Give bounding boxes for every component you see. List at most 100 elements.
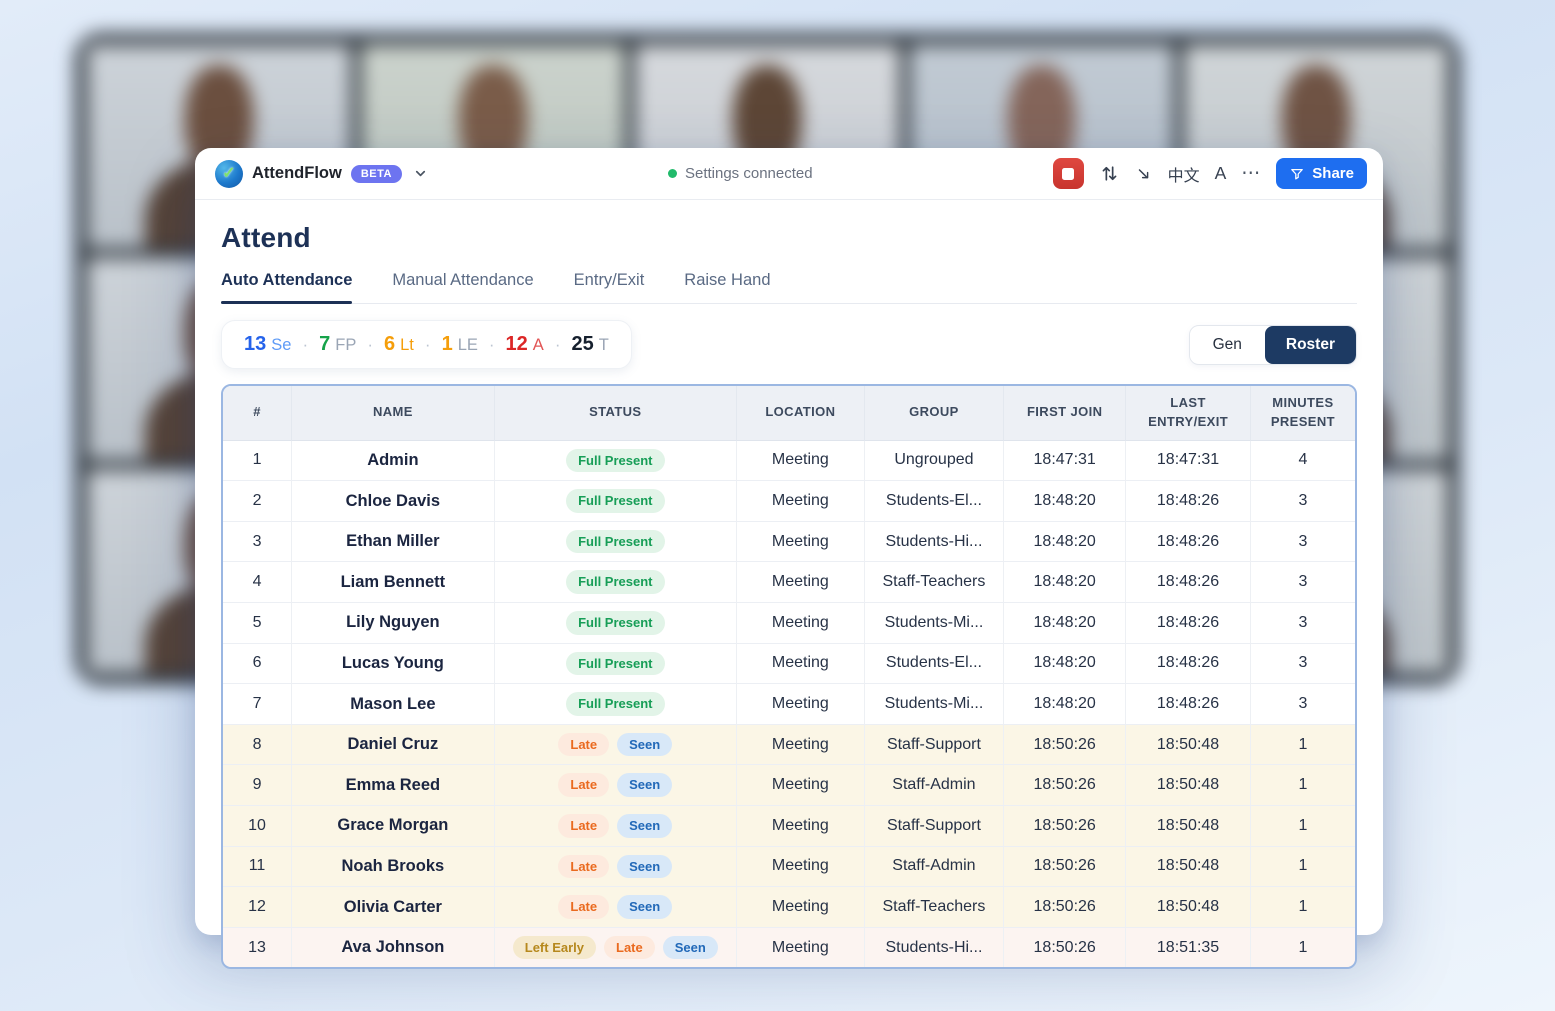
cell-badges: Late Seen bbox=[494, 806, 737, 847]
status-badge-seen: Seen bbox=[617, 773, 673, 798]
cell-badges: Late Seen bbox=[494, 724, 737, 766]
table-row: 2 Chloe Davis Full Present Meeting Students-… bbox=[223, 481, 1355, 522]
view-toggle: Gen Roster bbox=[1188, 324, 1357, 365]
cell-badges: Full Present bbox=[494, 562, 737, 604]
table-body: 1 Admin Full Present Meeting Ungrouped 18:47:… bbox=[223, 440, 1355, 968]
cell-location: Meeting bbox=[736, 887, 865, 928]
cell-location: Meeting bbox=[736, 440, 865, 482]
cell-num: 13 bbox=[223, 927, 293, 968]
cell-last-entry-exit: 18:50:48 bbox=[1126, 887, 1251, 928]
cell-first-join: 18:50:26 bbox=[1004, 846, 1127, 888]
cell-first-join: 18:48:20 bbox=[1004, 684, 1127, 725]
column-header-status: STATUS bbox=[494, 386, 737, 441]
status-badge-full-present: Full Present bbox=[566, 448, 665, 473]
table-row: 11 Noah Brooks Late Seen Meeting Staff-Admin 1… bbox=[223, 846, 1355, 888]
cell-first-join: 18:50:26 bbox=[1004, 806, 1127, 847]
stat-label: Lt bbox=[400, 336, 414, 354]
cell-location: Meeting bbox=[736, 806, 865, 847]
status-badge-seen: Seen bbox=[617, 814, 673, 838]
cell-last-entry-exit: 18:50:48 bbox=[1126, 846, 1251, 888]
stats-pill: 13 Se · 7 FP · 6 Lt · 1 LE · 12 A · 25 T bbox=[221, 320, 632, 369]
cell-badges: Left Early Late Seen bbox=[494, 927, 737, 968]
cell-last-entry-exit: 18:48:26 bbox=[1126, 562, 1251, 604]
cell-name: Admin bbox=[292, 440, 495, 482]
cell-minutes: 1 bbox=[1250, 846, 1355, 888]
cell-num: 5 bbox=[223, 603, 293, 644]
language-toggle[interactable]: 中文 bbox=[1168, 162, 1200, 186]
cell-name: Olivia Carter bbox=[292, 887, 495, 928]
column-header-minutes-present: MINUTES PRESENT bbox=[1250, 386, 1355, 441]
stat-value: 25 bbox=[571, 333, 594, 355]
cell-group: Ungrouped bbox=[864, 440, 1005, 482]
status-badge-full-present: Full Present bbox=[566, 570, 665, 595]
cell-minutes: 3 bbox=[1250, 481, 1355, 522]
cell-location: Meeting bbox=[736, 562, 865, 604]
status-badge-seen: Seen bbox=[617, 854, 673, 879]
cell-badges: Full Present bbox=[494, 440, 737, 482]
status-badge-late: Late bbox=[558, 773, 610, 798]
cell-first-join: 18:50:26 bbox=[1004, 724, 1127, 766]
cell-last-entry-exit: 18:48:26 bbox=[1126, 684, 1251, 725]
cell-group: Students-Mi... bbox=[864, 603, 1005, 644]
tab-manual-attendance[interactable]: Manual Attendance bbox=[392, 271, 534, 289]
tab-entry-exit[interactable]: Entry/Exit bbox=[573, 271, 645, 289]
cell-location: Meeting bbox=[736, 481, 865, 522]
cell-num: 11 bbox=[223, 846, 293, 888]
cell-name: Liam Bennett bbox=[292, 562, 495, 604]
cell-num: 1 bbox=[223, 440, 293, 482]
cell-minutes: 4 bbox=[1250, 441, 1355, 482]
cell-location: Meeting bbox=[736, 521, 865, 563]
stat-label: T bbox=[598, 336, 609, 354]
table-row: 12 Olivia Carter Late Seen Meeting Staff-Teac… bbox=[223, 887, 1355, 928]
cell-last-entry-exit: 18:48:26 bbox=[1126, 521, 1251, 563]
cell-minutes: 1 bbox=[1250, 887, 1355, 928]
gen-view-button[interactable]: Gen bbox=[1189, 326, 1265, 363]
stop-recording-button[interactable] bbox=[1052, 158, 1084, 189]
app-name: AttendFlow bbox=[252, 164, 342, 182]
status-badge-late: Late bbox=[558, 854, 610, 879]
cell-group: Staff-Admin bbox=[864, 765, 1005, 807]
cell-group: Students-Hi... bbox=[864, 521, 1005, 563]
font-size-button[interactable]: A bbox=[1214, 163, 1227, 183]
cell-last-entry-exit: 18:51:35 bbox=[1126, 927, 1251, 968]
table-row: 10 Grace Morgan Late Seen Meeting Staff-Suppo… bbox=[223, 806, 1355, 847]
tab-auto-attendance[interactable]: Auto Attendance bbox=[221, 271, 353, 304]
tab-raise-hand[interactable]: Raise Hand bbox=[684, 271, 771, 289]
share-button[interactable]: Share bbox=[1276, 158, 1367, 189]
cell-last-entry-exit: 18:48:26 bbox=[1126, 643, 1251, 685]
status-badge-late: Late bbox=[558, 895, 610, 919]
cell-name: Grace Morgan bbox=[292, 806, 495, 847]
table-row: 4 Liam Bennett Full Present Meeting Staff-Te… bbox=[223, 562, 1355, 604]
table-row: 6 Lucas Young Full Present Meeting Students-… bbox=[223, 643, 1355, 685]
cell-first-join: 18:50:26 bbox=[1004, 765, 1127, 807]
cell-name: Ethan Miller bbox=[292, 521, 495, 563]
column-header-: # bbox=[223, 386, 293, 441]
table-row: 3 Ethan Miller Full Present Meeting Students… bbox=[223, 521, 1355, 563]
stop-square-icon bbox=[1062, 167, 1075, 180]
cell-minutes: 3 bbox=[1250, 603, 1355, 644]
cell-name: Lily Nguyen bbox=[292, 603, 495, 644]
cell-first-join: 18:50:26 bbox=[1004, 887, 1127, 928]
cell-minutes: 1 bbox=[1250, 765, 1355, 807]
cell-first-join: 18:47:31 bbox=[1004, 440, 1127, 482]
cell-name: Lucas Young bbox=[292, 643, 495, 685]
status-badge-seen: Seen bbox=[617, 895, 673, 919]
cell-badges: Late Seen bbox=[494, 846, 737, 888]
settings-status: Settings connected bbox=[684, 165, 813, 182]
cell-first-join: 18:48:20 bbox=[1004, 481, 1127, 522]
roster-view-button[interactable]: Roster bbox=[1264, 325, 1356, 364]
cell-num: 8 bbox=[223, 724, 293, 766]
app-logo-icon: ✓ bbox=[215, 159, 243, 188]
cell-location: Meeting bbox=[736, 927, 865, 968]
cell-minutes: 3 bbox=[1250, 562, 1355, 604]
sort-arrows-icon[interactable] bbox=[1099, 163, 1120, 184]
cell-badges: Full Present bbox=[494, 603, 737, 644]
cell-minutes: 1 bbox=[1250, 927, 1355, 968]
chevron-down-icon[interactable] bbox=[413, 166, 428, 181]
table-row: 13 Ava Johnson Left Early Late Seen Meeting St… bbox=[223, 927, 1355, 968]
more-options-button[interactable]: ⋯ bbox=[1241, 163, 1262, 184]
stat-t: 25 T bbox=[571, 333, 608, 356]
minimize-corner-icon[interactable] bbox=[1135, 165, 1153, 183]
stat-label: FP bbox=[335, 336, 357, 354]
stats-row: 13 Se · 7 FP · 6 Lt · 1 LE · 12 A · 25 T Gen Roster bbox=[221, 320, 1357, 369]
